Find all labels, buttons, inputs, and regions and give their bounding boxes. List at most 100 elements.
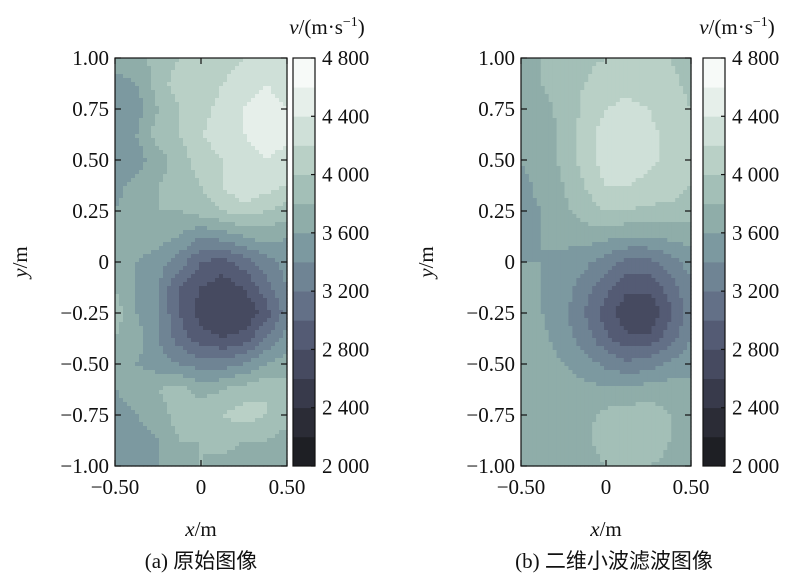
heat-cell	[171, 390, 176, 395]
heat-cell	[275, 294, 280, 299]
heat-cell	[243, 222, 248, 227]
heat-cell	[651, 82, 657, 87]
heat-cell	[231, 410, 236, 415]
heat-cell	[219, 154, 224, 159]
heat-cell	[119, 74, 124, 79]
heat-cell	[247, 354, 252, 359]
heat-cell	[211, 194, 216, 199]
heat-cell	[231, 154, 236, 159]
heat-cell	[203, 118, 208, 123]
heat-cell	[239, 130, 244, 135]
heat-cell	[275, 258, 280, 263]
heat-cell	[223, 322, 228, 327]
heat-cell	[231, 358, 236, 363]
heat-cell	[139, 310, 144, 315]
heat-cell	[227, 166, 232, 171]
heat-cell	[139, 410, 144, 415]
heat-cell	[127, 286, 132, 291]
heat-cell	[183, 102, 188, 107]
heat-cell	[247, 390, 252, 395]
heat-cell	[235, 186, 240, 191]
heat-cell	[143, 118, 148, 123]
heat-cell	[203, 450, 208, 455]
heat-cell	[171, 326, 176, 331]
heat-cell	[607, 78, 613, 83]
heat-cell	[219, 182, 224, 187]
heat-cell	[179, 342, 184, 347]
heat-cell	[207, 350, 212, 355]
heat-cell	[259, 90, 264, 95]
heat-cell	[151, 70, 156, 75]
heat-cell	[167, 310, 172, 315]
heat-cell	[211, 290, 216, 295]
heat-cell	[259, 278, 264, 283]
heat-cell	[211, 134, 216, 139]
heat-cell	[199, 150, 204, 155]
heat-cell	[631, 74, 637, 79]
heat-cell	[203, 306, 208, 311]
heat-cell	[131, 258, 136, 263]
heat-cell	[215, 414, 220, 419]
heat-cell	[139, 334, 144, 339]
heat-cell	[195, 302, 200, 307]
heat-cell	[151, 94, 156, 99]
heat-cell	[119, 326, 124, 331]
heat-cell	[167, 398, 172, 403]
heat-cell	[623, 98, 629, 103]
heat-cell	[267, 422, 272, 427]
heat-cell	[219, 218, 224, 223]
heat-cell	[279, 118, 284, 123]
heat-cell	[187, 246, 192, 251]
heat-cell	[223, 350, 228, 355]
heat-cell	[175, 350, 180, 355]
heat-cell	[163, 214, 168, 219]
heat-cell	[243, 114, 248, 119]
heat-cell	[215, 198, 220, 203]
heat-cell	[631, 90, 637, 95]
heat-cell	[267, 246, 272, 251]
heat-cell	[215, 86, 220, 91]
heat-cell	[243, 82, 248, 87]
heat-cell	[203, 130, 208, 135]
heat-cell	[115, 122, 120, 127]
heat-cell	[267, 138, 272, 143]
heat-cell	[263, 438, 268, 443]
heat-cell	[167, 422, 172, 427]
heat-cell	[255, 354, 260, 359]
heat-cell	[283, 286, 288, 291]
heat-cell	[524, 74, 530, 79]
heat-cell	[175, 170, 180, 175]
heat-cell	[119, 458, 124, 463]
heat-cell	[271, 258, 276, 263]
heat-cell	[119, 126, 124, 131]
heat-cell	[199, 298, 204, 303]
heat-cell	[131, 262, 136, 267]
heat-cell	[239, 426, 244, 431]
heat-cell	[151, 198, 156, 203]
heat-cell	[215, 134, 220, 139]
heat-cell	[536, 74, 542, 79]
heat-cell	[231, 370, 236, 375]
heat-cell	[147, 406, 152, 411]
heat-cell	[211, 322, 216, 327]
heat-cell	[143, 458, 148, 463]
heat-cell	[155, 174, 160, 179]
heat-cell	[275, 418, 280, 423]
heat-cell	[135, 154, 140, 159]
heat-cell	[127, 174, 132, 179]
heat-cell	[283, 434, 288, 439]
heat-cell	[211, 282, 216, 287]
heat-cell	[155, 462, 160, 467]
heat-cell	[151, 210, 156, 215]
heat-cell	[223, 58, 228, 63]
heat-cell	[143, 250, 148, 255]
heat-cell	[163, 146, 168, 151]
heat-cell	[235, 386, 240, 391]
heat-cell	[147, 434, 152, 439]
heat-cell	[199, 130, 204, 135]
heat-cell	[251, 94, 256, 99]
heat-cell	[131, 238, 136, 243]
heat-cell	[211, 198, 216, 203]
heat-cell	[187, 78, 192, 83]
heat-cell	[195, 274, 200, 279]
